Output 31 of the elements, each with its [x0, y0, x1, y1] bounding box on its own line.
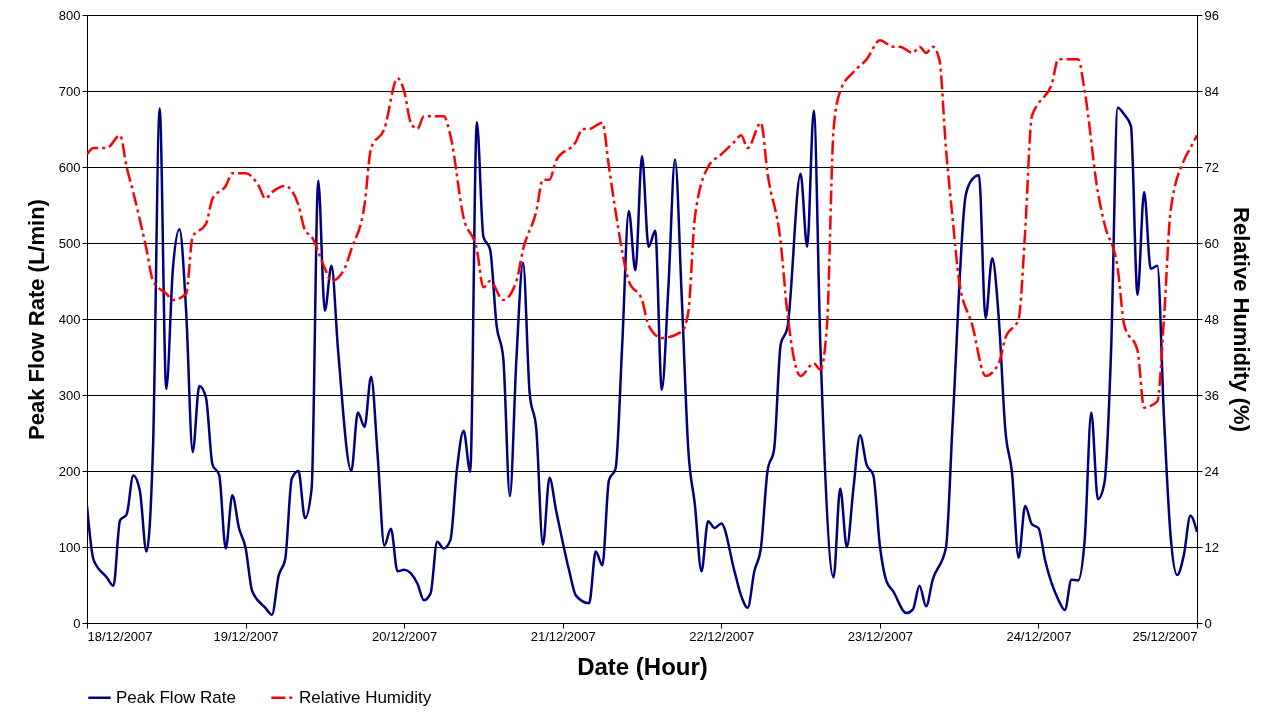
x-tick-label: 22/12/2007 — [689, 628, 755, 644]
y-tick-label: 200 — [58, 463, 81, 479]
y-axis-title: Peak Flow Rate (L/min) — [23, 199, 49, 440]
y2-tick-label: 84 — [1204, 83, 1219, 99]
y-tick-label: 0 — [73, 615, 81, 631]
y2-axis-title: Relative Humidity (%) — [1228, 207, 1254, 432]
y2-tick-label: 48 — [1204, 311, 1219, 327]
y-tick-label: 600 — [58, 159, 81, 175]
x-tick-label: 19/12/2007 — [213, 628, 279, 644]
y-tick-label: 300 — [58, 387, 81, 403]
x-tick-label: 18/12/2007 — [87, 628, 153, 644]
x-tick-label: 24/12/2007 — [1006, 628, 1072, 644]
x-tick-label: 23/12/2007 — [847, 628, 913, 644]
legend-label: Peak Flow Rate — [116, 687, 236, 707]
y-tick-label: 800 — [58, 7, 81, 23]
y2-tick-label: 24 — [1204, 463, 1219, 479]
y-tick-label: 400 — [58, 311, 81, 327]
x-tick-label: 25/12/2007 — [1132, 628, 1198, 644]
x-tick-label: 21/12/2007 — [530, 628, 596, 644]
x-axis-title: Date (Hour) — [577, 652, 708, 680]
y2-tick-label: 72 — [1204, 159, 1219, 175]
y2-tick-label: 96 — [1204, 7, 1219, 23]
y-tick-label: 500 — [58, 235, 81, 251]
y2-tick-label: 12 — [1204, 539, 1219, 555]
y2-tick-label: 60 — [1204, 235, 1219, 251]
y-tick-label: 100 — [58, 539, 81, 555]
y2-tick-label: 0 — [1204, 615, 1212, 631]
x-tick-label: 20/12/2007 — [372, 628, 438, 644]
y-tick-label: 700 — [58, 83, 81, 99]
y2-tick-label: 36 — [1204, 387, 1219, 403]
legend-label: Relative Humidity — [299, 687, 432, 707]
